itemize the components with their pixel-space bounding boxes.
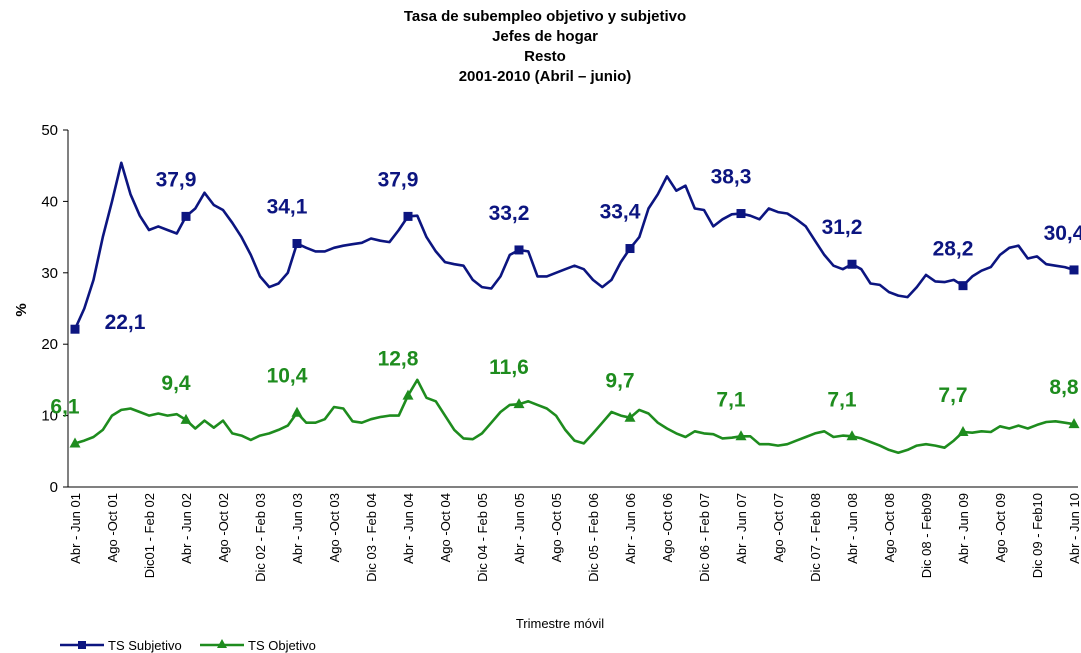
x-tick-label: Ago -Oct 07 xyxy=(771,493,786,562)
data-label: 22,1 xyxy=(105,311,146,334)
x-tick-label: Abr - Jun 02 xyxy=(179,493,194,564)
data-label: 9,4 xyxy=(161,372,191,395)
x-tick-label: Abr - Jun 06 xyxy=(623,493,638,564)
marker xyxy=(180,413,192,424)
marker xyxy=(292,239,302,249)
legend-label: TS Subjetivo xyxy=(108,638,182,653)
x-tick-label: Abr - Jun 05 xyxy=(512,493,527,564)
x-tick-label: Dic 04 - Feb 05 xyxy=(475,493,490,582)
x-tick-label: Ago -Oct 03 xyxy=(327,493,342,562)
y-tick-label: 30 xyxy=(41,265,58,282)
data-label: 8,8 xyxy=(1049,376,1079,399)
marker xyxy=(291,406,303,417)
x-tick-label: Abr - Jun 09 xyxy=(956,493,971,564)
x-tick-label: Dic 06 - Feb 07 xyxy=(697,493,712,582)
data-label: 9,7 xyxy=(605,370,634,393)
data-label: 31,2 xyxy=(822,216,863,239)
data-label: 7,7 xyxy=(938,384,967,407)
marker xyxy=(513,398,525,409)
y-tick-label: 50 xyxy=(41,122,58,139)
data-label: 33,2 xyxy=(489,202,530,225)
x-tick-label: Dic 07 - Feb 08 xyxy=(808,493,823,582)
y-tick-label: 10 xyxy=(41,408,58,425)
data-label: 34,1 xyxy=(267,196,308,219)
data-label: 11,6 xyxy=(489,356,529,379)
marker xyxy=(735,430,747,441)
x-tick-label: Abr - Jun 01 xyxy=(68,493,83,564)
marker xyxy=(402,389,414,400)
marker xyxy=(847,259,857,269)
y-tick-label: 0 xyxy=(50,479,58,496)
series-line xyxy=(73,161,1075,330)
x-tick-label: Ago -Oct 09 xyxy=(993,493,1008,562)
x-tick-label: Ago -Oct 05 xyxy=(549,493,564,562)
marker xyxy=(403,211,413,221)
x-tick-label: Dic01 - Feb 02 xyxy=(142,493,157,578)
data-label: 38,3 xyxy=(711,166,752,189)
marker xyxy=(846,430,858,441)
data-label: 30,4 xyxy=(1044,222,1081,245)
marker xyxy=(625,244,635,254)
data-label: 10,4 xyxy=(267,365,308,388)
x-axis-label: Trimestre móvil xyxy=(516,616,604,631)
data-label: 37,9 xyxy=(378,168,419,191)
marker xyxy=(958,281,968,291)
marker xyxy=(181,211,191,221)
x-tick-label: Abr - Jun 08 xyxy=(845,493,860,564)
x-tick-label: Ago -Oct 02 xyxy=(216,493,231,562)
data-label: 7,1 xyxy=(827,388,857,411)
data-label: 28,2 xyxy=(933,238,974,261)
legend-marker xyxy=(78,641,86,649)
marker xyxy=(957,426,969,437)
data-label: 12,8 xyxy=(378,348,419,371)
data-label: 37,9 xyxy=(156,168,197,191)
x-tick-label: Dic 05 - Feb 06 xyxy=(586,493,601,582)
legend-marker xyxy=(217,639,227,648)
y-tick-label: 20 xyxy=(41,336,58,353)
x-tick-label: Dic 09 - Feb10 xyxy=(1030,493,1045,578)
marker xyxy=(70,324,80,334)
marker xyxy=(736,209,746,219)
x-tick-label: Abr - Jun 07 xyxy=(734,493,749,564)
data-label: 33,4 xyxy=(600,201,641,224)
x-tick-label: Ago -Oct 06 xyxy=(660,493,675,562)
chart-title: 2001-2010 (Abril – junio) xyxy=(459,68,632,85)
x-tick-label: Ago -Oct 04 xyxy=(438,493,453,562)
marker xyxy=(514,245,524,255)
data-label: 7,1 xyxy=(716,388,746,411)
x-tick-label: Dic 03 - Feb 04 xyxy=(364,493,379,582)
marker xyxy=(69,437,81,448)
x-tick-label: Abr - Jun 03 xyxy=(290,493,305,564)
marker xyxy=(624,411,636,422)
x-tick-label: Dic 08 - Feb09 xyxy=(919,493,934,578)
marker xyxy=(1069,265,1079,275)
series-line xyxy=(74,378,1075,454)
x-tick-label: Dic 02 - Feb 03 xyxy=(253,493,268,582)
chart-title: Jefes de hogar xyxy=(492,28,598,45)
x-tick-label: Ago -Oct 08 xyxy=(882,493,897,562)
x-tick-label: Abr - Jun 04 xyxy=(401,493,416,564)
chart-title: Resto xyxy=(524,48,566,65)
y-axis-label: % xyxy=(13,303,30,316)
x-tick-label: Abr - Jun 10 xyxy=(1067,493,1081,564)
marker xyxy=(1068,418,1080,429)
chart-title: Tasa de subempleo objetivo y subjetivo xyxy=(404,8,686,25)
legend-label: TS Objetivo xyxy=(248,638,316,653)
x-tick-label: Ago -Oct 01 xyxy=(105,493,120,562)
y-tick-label: 40 xyxy=(41,193,58,210)
data-label: 6,1 xyxy=(50,395,80,418)
